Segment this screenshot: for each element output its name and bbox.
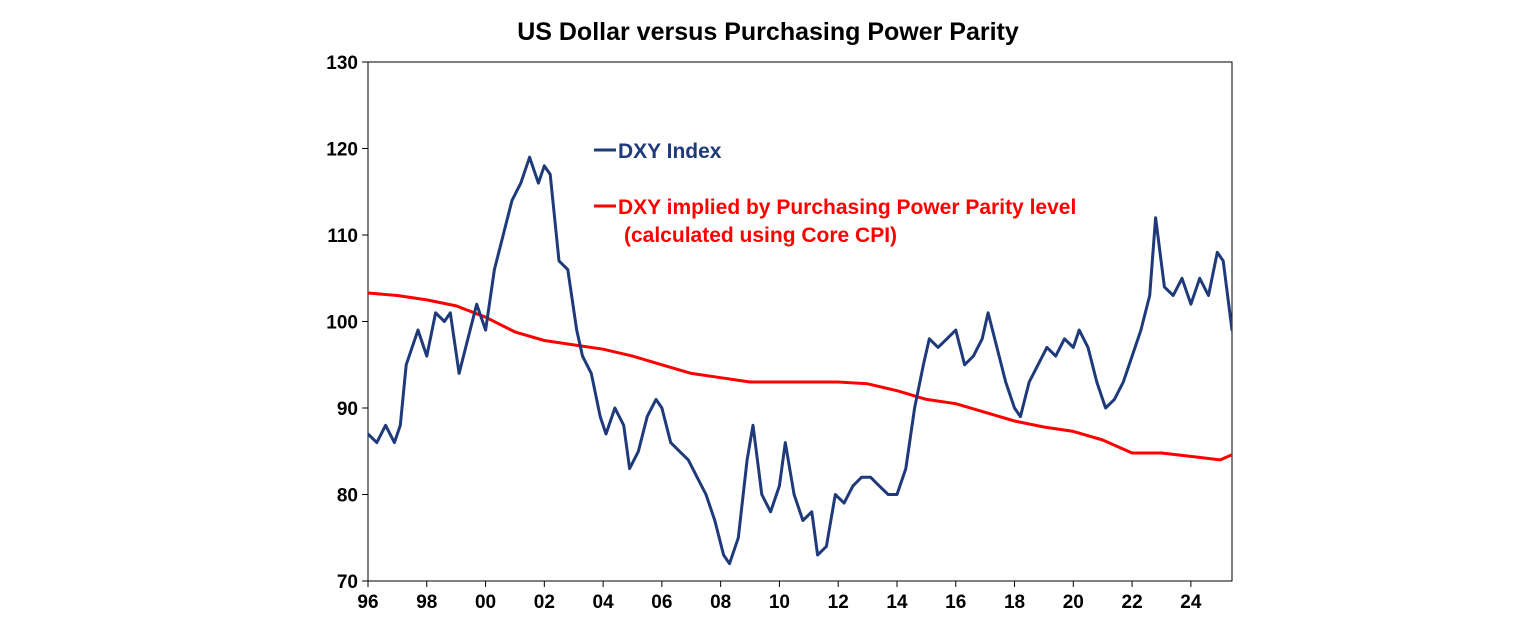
legend-entry-ppp-implied-label: DXY implied by Purchasing Power Parity l… bbox=[618, 196, 1076, 219]
x-tick-label: 98 bbox=[416, 592, 437, 613]
x-tick-label: 12 bbox=[828, 592, 849, 613]
legend-entry-dxy-index-label: DXY Index bbox=[618, 140, 722, 163]
y-tick-label: 130 bbox=[326, 53, 358, 74]
axes: 70 80 90 100 110 120 130 96 98 00 02 04 06 08 10 12 14 16… bbox=[326, 53, 1233, 613]
x-tick-label: 00 bbox=[475, 592, 496, 613]
legend-entry-ppp-implied-label: (calculated using Core CPI) bbox=[624, 224, 897, 247]
legend: DXY Index DXY implied by Purchasing Power… bbox=[594, 140, 1076, 247]
y-tick-label: 80 bbox=[337, 486, 358, 507]
x-tick-label: 22 bbox=[1122, 592, 1143, 613]
plot-frame bbox=[367, 61, 1233, 582]
x-tick-label: 08 bbox=[710, 592, 731, 613]
x-tick-label: 06 bbox=[651, 592, 672, 613]
x-tick-label: 96 bbox=[357, 592, 378, 613]
y-tick-label: 100 bbox=[326, 313, 358, 334]
y-tick-label: 90 bbox=[337, 399, 358, 420]
x-tick-label: 16 bbox=[945, 592, 966, 613]
x-tick-label: 20 bbox=[1063, 592, 1084, 613]
x-tick-label: 24 bbox=[1180, 592, 1202, 613]
chart-title: US Dollar versus Purchasing Power Parity bbox=[517, 18, 1019, 46]
y-tick-label: 70 bbox=[337, 572, 358, 593]
x-tick-label: 10 bbox=[769, 592, 790, 613]
x-tick-label: 14 bbox=[886, 592, 908, 613]
x-tick-label: 02 bbox=[534, 592, 555, 613]
y-tick-label: 110 bbox=[327, 226, 358, 247]
x-tick-label: 18 bbox=[1004, 592, 1025, 613]
y-tick-label: 120 bbox=[326, 140, 358, 161]
series-line-ppp-implied bbox=[368, 291, 1232, 462]
series-lines bbox=[368, 155, 1232, 566]
x-tick-label: 04 bbox=[593, 592, 615, 613]
series-line-dxy-index bbox=[368, 155, 1232, 566]
